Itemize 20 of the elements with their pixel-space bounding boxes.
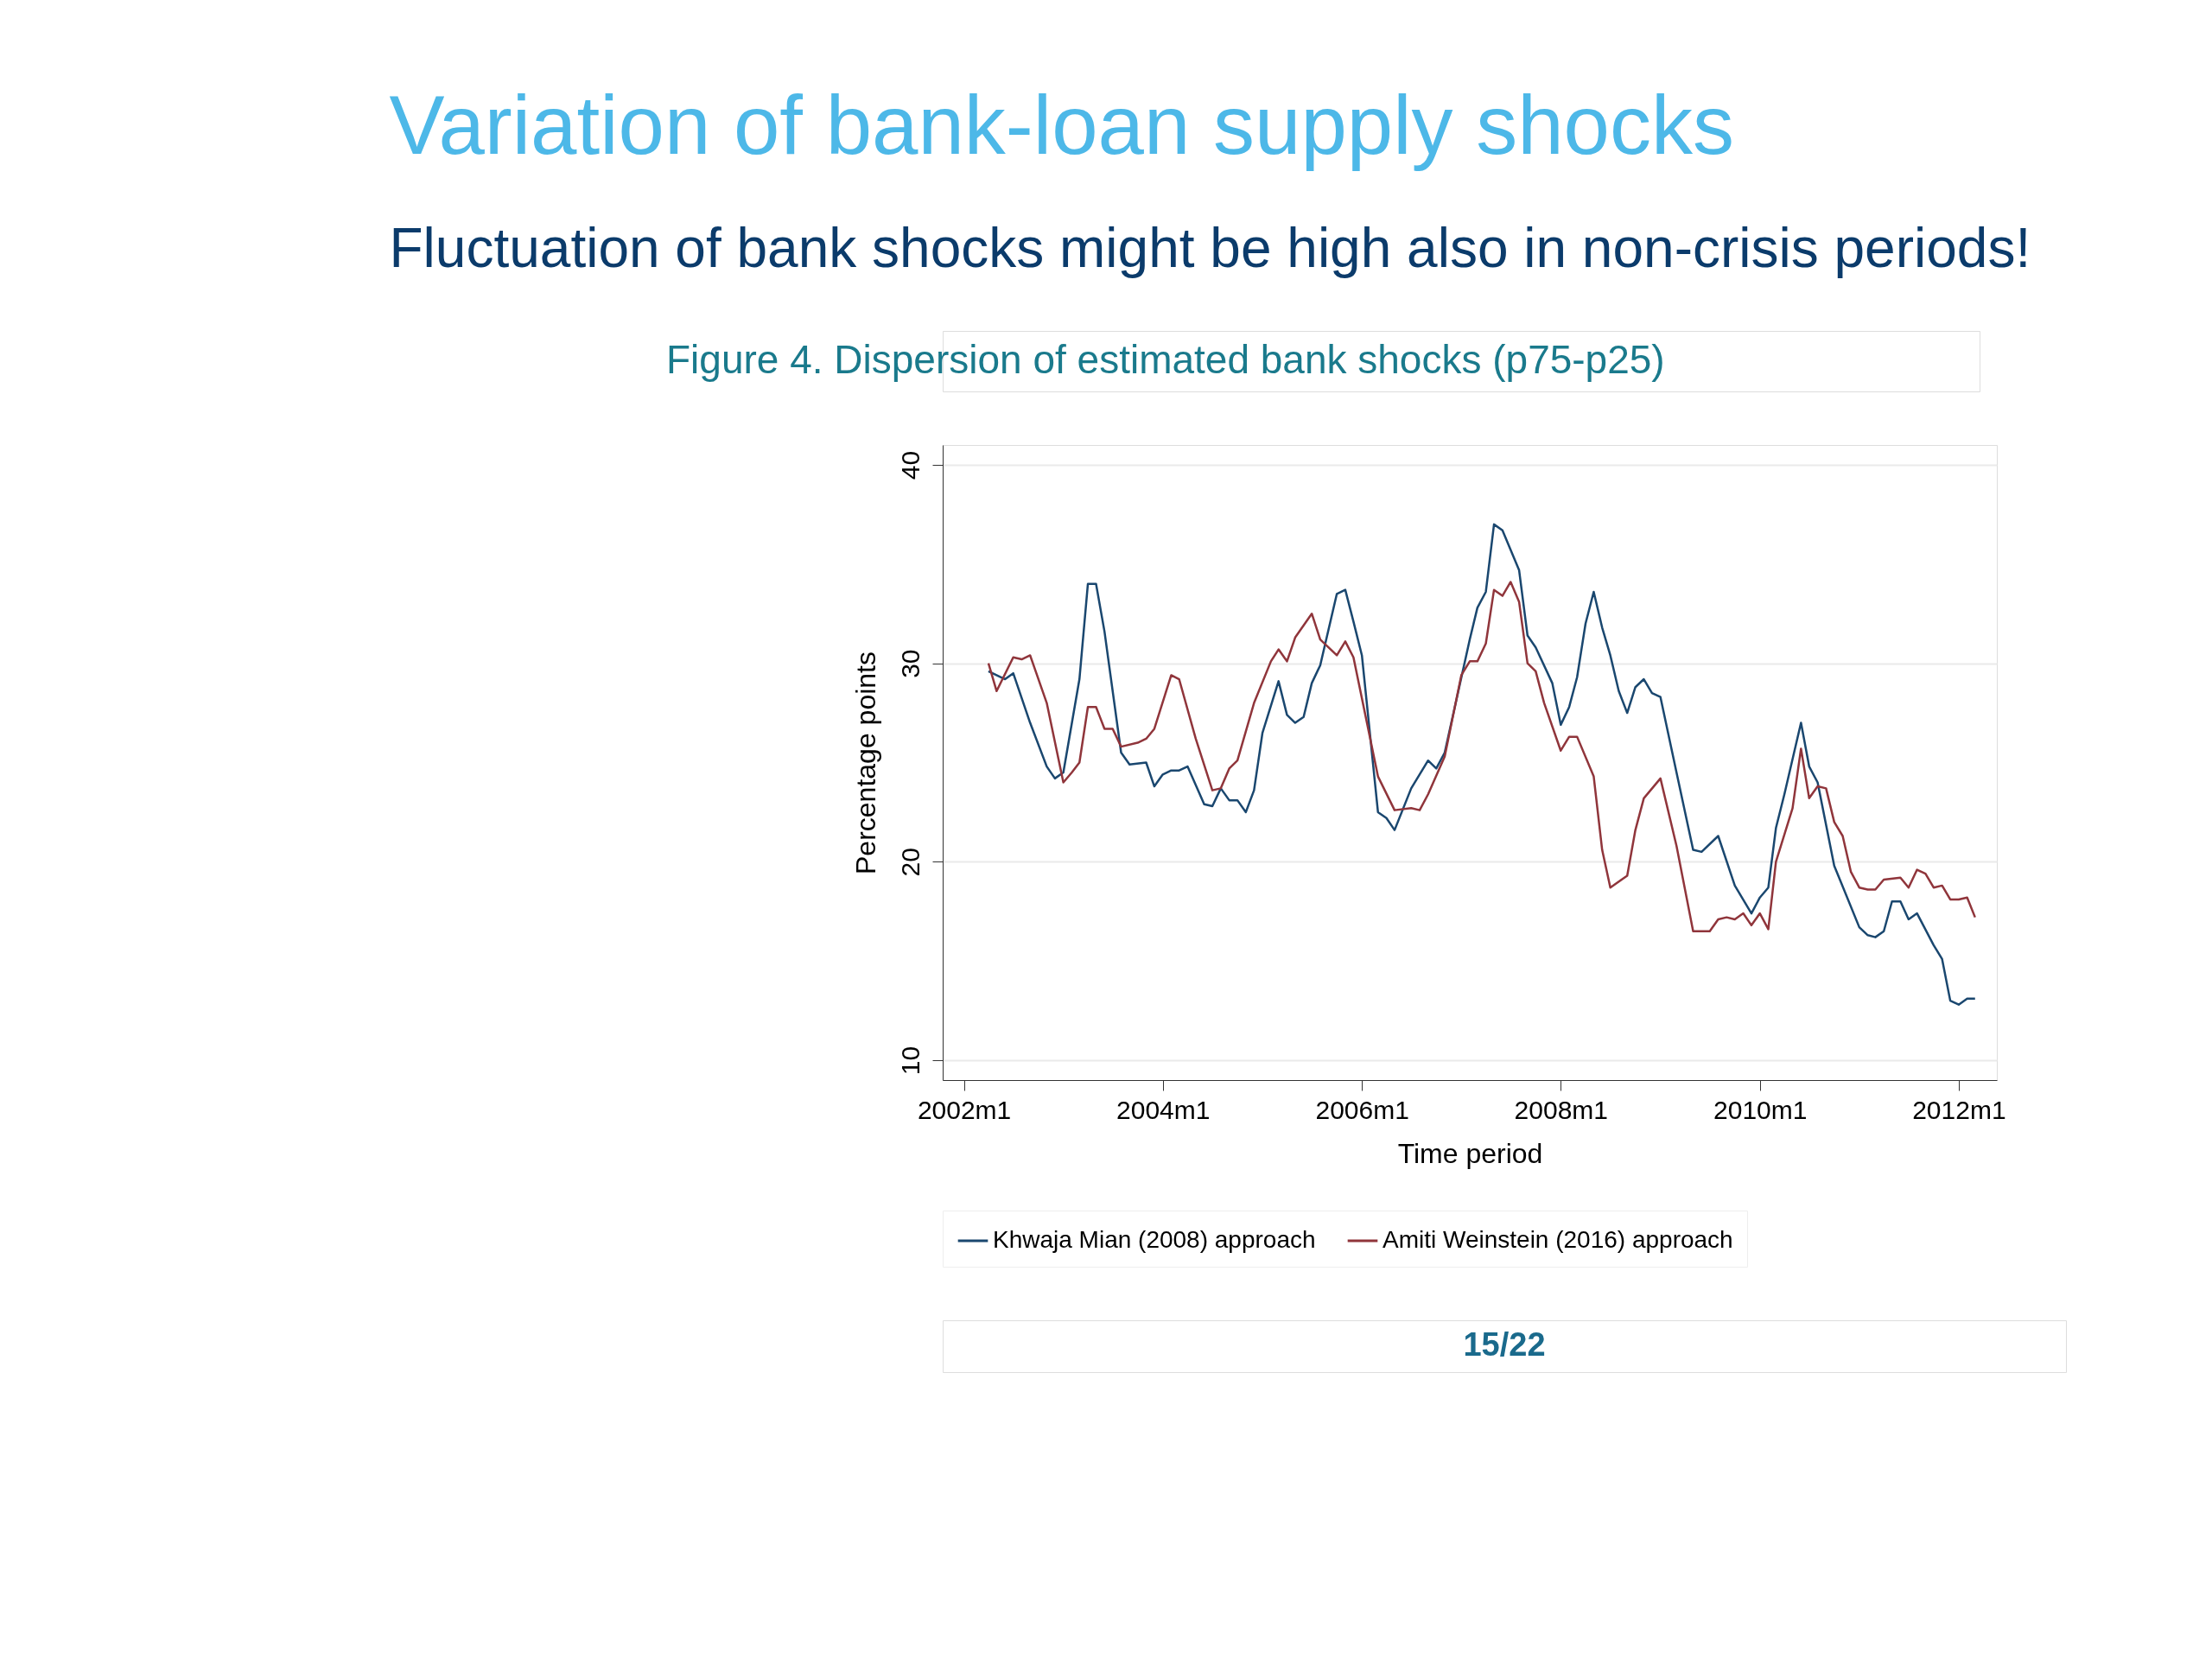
x-tick-label: 2008m1	[1514, 1095, 1608, 1124]
y-tick-label: 40	[895, 450, 925, 480]
chart-subtitle: Fluctuation of bank shocks might be high also in non-crisis periods!	[389, 216, 2031, 279]
legend-label: Khwaja Mian (2008) approach	[993, 1226, 1316, 1253]
chart-title: Variation of bank-loan supply shocks	[389, 78, 1734, 171]
line-series	[987, 581, 1977, 932]
x-tick-label: 2012m1	[1912, 1095, 2006, 1124]
x-tick-label: 2010m1	[1713, 1095, 1808, 1124]
y-tick-label: 30	[895, 649, 925, 678]
x-tick-label: 2002m1	[917, 1095, 1012, 1124]
x-tick-label: 2006m1	[1315, 1095, 1409, 1124]
caption: Figure 4. Dispersion of estimated bank shocks (p75-p25)	[666, 337, 1665, 382]
legend-label: Amiti Weinstein (2016) approach	[1382, 1226, 1733, 1253]
line-series	[987, 523, 1977, 1006]
x-axis-title: Time period	[1397, 1137, 1543, 1169]
x-tick-label: 2004m1	[1116, 1095, 1211, 1124]
y-tick-label: 20	[895, 848, 925, 877]
y-tick-label: 10	[895, 1046, 925, 1076]
y-axis-title: Percentage points	[849, 652, 881, 874]
text: 15/22	[1463, 1326, 1546, 1363]
